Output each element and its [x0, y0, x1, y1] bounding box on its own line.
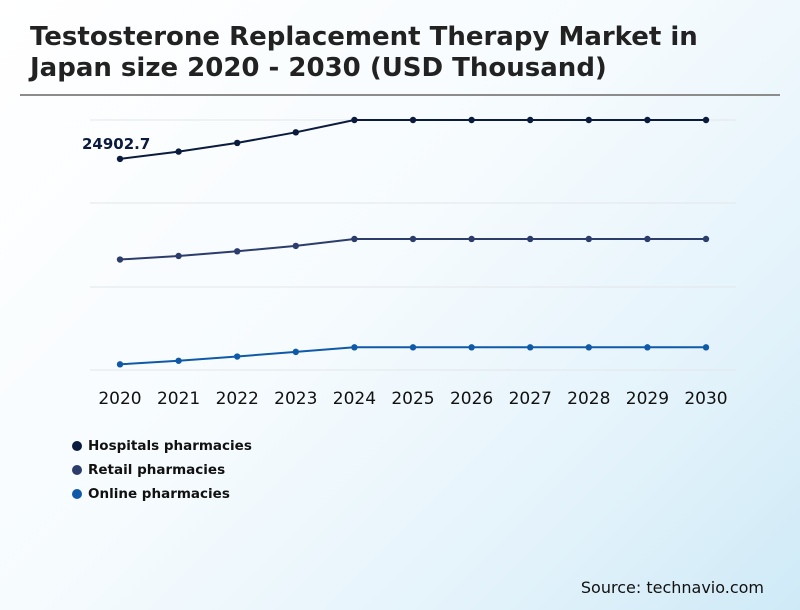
legend-item: Hospitals pharmacies: [72, 434, 252, 458]
data-point: [585, 344, 592, 351]
legend-label: Retail pharmacies: [88, 462, 226, 478]
source-credit: Source: technavio.com: [580, 578, 764, 597]
data-point: [527, 344, 534, 351]
data-point: [351, 235, 358, 243]
legend-label: Hospitals pharmacies: [88, 438, 252, 454]
data-point: [116, 361, 124, 368]
data-point: [409, 235, 417, 243]
x-tick-label: 2029: [626, 389, 669, 409]
x-tick-label: 2028: [567, 389, 610, 409]
data-point: [292, 348, 299, 356]
data-point: [234, 248, 241, 255]
data-point: [468, 235, 475, 243]
data-point: [702, 116, 710, 124]
data-label: 24902.7: [82, 135, 150, 153]
data-point: [644, 235, 651, 243]
series-line-0: [119, 119, 706, 160]
data-point: [175, 148, 182, 155]
x-tick-label: 2030: [684, 389, 727, 409]
data-point: [175, 357, 182, 364]
data-point: [644, 116, 651, 124]
data-point: [702, 235, 710, 243]
data-point: [351, 344, 358, 351]
legend-item: Online pharmacies: [72, 482, 252, 506]
x-tick-label: 2023: [274, 389, 317, 409]
data-point: [468, 344, 475, 351]
x-tick-label: 2026: [450, 389, 493, 409]
data-point: [175, 252, 182, 260]
x-tick-label: 2021: [157, 389, 200, 409]
data-point: [292, 242, 299, 250]
x-tick-label: 2022: [216, 389, 259, 409]
legend-label: Online pharmacies: [88, 486, 230, 502]
data-point: [292, 129, 299, 136]
line-chart: 24902.7 2020 2021 2022 2023 2024 2025 2026 2027 2…: [82, 116, 736, 409]
data-point: [116, 256, 124, 263]
data-point: [644, 344, 651, 351]
data-point: [468, 116, 475, 124]
data-point: [116, 155, 124, 163]
data-point: [409, 116, 417, 124]
legend-marker: [72, 489, 82, 499]
legend-marker: [72, 465, 82, 475]
data-point: [351, 116, 358, 124]
legend-item: Retail pharmacies: [72, 458, 252, 482]
data-point: [234, 139, 241, 147]
data-point: [585, 235, 592, 243]
data-point: [527, 235, 534, 243]
legend-marker: [72, 441, 82, 451]
data-point: [409, 344, 417, 351]
title-divider: [20, 94, 780, 96]
data-point: [527, 116, 534, 124]
x-tick-label: 2020: [98, 389, 141, 409]
x-tick-label: 2025: [391, 389, 434, 409]
x-tick-label: 2024: [333, 389, 376, 409]
data-point: [702, 344, 710, 351]
chart-title: Testosterone Replacement Therapy Market …: [30, 22, 698, 83]
data-point: [585, 116, 592, 124]
data-point: [234, 353, 241, 360]
x-tick-label: 2027: [509, 389, 552, 409]
chart-legend: Hospitals pharmacies Retail pharmacies Onl…: [72, 434, 252, 506]
